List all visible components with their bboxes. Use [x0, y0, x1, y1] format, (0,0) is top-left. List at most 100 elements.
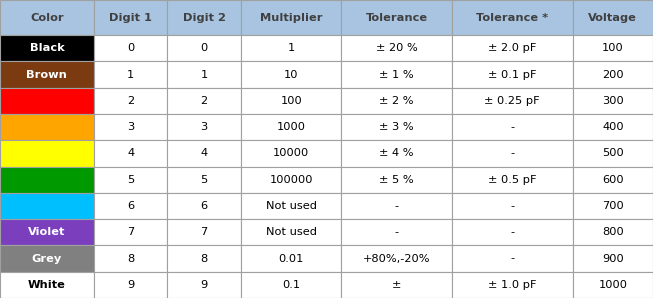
Bar — [167, 88, 241, 114]
Text: 6: 6 — [200, 201, 208, 211]
Bar — [167, 193, 241, 219]
Text: 500: 500 — [602, 148, 624, 159]
Bar — [94, 0, 167, 35]
Text: Orange: Orange — [24, 122, 71, 132]
Bar — [167, 219, 241, 246]
Text: -: - — [510, 227, 515, 237]
Text: Color: Color — [30, 13, 64, 23]
Bar — [241, 167, 342, 193]
Bar — [0, 167, 94, 193]
Text: +80%,-20%: +80%,-20% — [363, 254, 430, 263]
Text: 1: 1 — [127, 70, 135, 80]
Text: 5: 5 — [127, 175, 135, 185]
Text: 800: 800 — [602, 227, 624, 237]
Bar — [241, 0, 342, 35]
Bar — [94, 88, 167, 114]
Bar — [342, 272, 452, 298]
Bar — [452, 219, 573, 246]
Bar — [241, 114, 342, 140]
Text: 4: 4 — [127, 148, 134, 159]
Text: Digit 2: Digit 2 — [183, 13, 225, 23]
Text: 0.01: 0.01 — [278, 254, 304, 263]
Bar — [167, 272, 241, 298]
Bar — [0, 272, 94, 298]
Text: Tolerance *: Tolerance * — [476, 13, 549, 23]
Bar — [573, 140, 653, 167]
Text: ± 0.25 pF: ± 0.25 pF — [485, 96, 540, 106]
Text: 7: 7 — [127, 227, 135, 237]
Text: ± 4 %: ± 4 % — [379, 148, 414, 159]
Text: ± 0.1 pF: ± 0.1 pF — [488, 70, 537, 80]
Text: 1: 1 — [200, 70, 208, 80]
Bar — [241, 272, 342, 298]
Bar — [0, 88, 94, 114]
Text: 2: 2 — [200, 96, 208, 106]
Bar — [342, 193, 452, 219]
Text: ± 2.0 pF: ± 2.0 pF — [488, 43, 536, 53]
Text: -: - — [510, 201, 515, 211]
Text: ± 3 %: ± 3 % — [379, 122, 414, 132]
Bar — [452, 88, 573, 114]
Text: Not used: Not used — [266, 201, 317, 211]
Bar — [94, 193, 167, 219]
Text: 200: 200 — [602, 70, 624, 80]
Bar — [452, 246, 573, 272]
Text: ± 1.0 pF: ± 1.0 pF — [488, 280, 537, 290]
Text: ± 20 %: ± 20 % — [375, 43, 417, 53]
Bar — [342, 140, 452, 167]
Text: 100: 100 — [602, 43, 624, 53]
Bar — [0, 219, 94, 246]
Text: 2: 2 — [127, 96, 134, 106]
Bar — [573, 0, 653, 35]
Bar — [241, 219, 342, 246]
Bar — [342, 35, 452, 61]
Bar — [241, 88, 342, 114]
Bar — [94, 167, 167, 193]
Bar — [573, 193, 653, 219]
Text: -: - — [510, 254, 515, 263]
Bar — [94, 219, 167, 246]
Text: Digit 1: Digit 1 — [109, 13, 152, 23]
Bar — [0, 0, 94, 35]
Bar — [452, 193, 573, 219]
Bar — [573, 88, 653, 114]
Bar — [342, 219, 452, 246]
Text: 0: 0 — [127, 43, 135, 53]
Bar — [452, 0, 573, 35]
Text: Tolerance: Tolerance — [366, 13, 428, 23]
Text: White: White — [28, 280, 66, 290]
Bar — [94, 140, 167, 167]
Text: 600: 600 — [602, 175, 624, 185]
Bar — [94, 35, 167, 61]
Text: ± 0.5 pF: ± 0.5 pF — [488, 175, 537, 185]
Text: ± 2 %: ± 2 % — [379, 96, 414, 106]
Text: 100000: 100000 — [270, 175, 313, 185]
Text: 8: 8 — [200, 254, 208, 263]
Text: 400: 400 — [602, 122, 624, 132]
Bar — [573, 167, 653, 193]
Bar — [0, 193, 94, 219]
Text: Multiplier: Multiplier — [260, 13, 323, 23]
Bar — [573, 272, 653, 298]
Text: 0.1: 0.1 — [282, 280, 300, 290]
Text: 900: 900 — [602, 254, 624, 263]
Bar — [452, 272, 573, 298]
Bar — [94, 246, 167, 272]
Bar — [342, 246, 452, 272]
Text: 6: 6 — [127, 201, 134, 211]
Text: Blue: Blue — [33, 201, 61, 211]
Bar — [241, 193, 342, 219]
Text: Voltage: Voltage — [588, 13, 637, 23]
Bar — [452, 167, 573, 193]
Text: 300: 300 — [602, 96, 624, 106]
Bar — [573, 61, 653, 88]
Bar — [0, 35, 94, 61]
Bar — [0, 61, 94, 88]
Text: ± 1 %: ± 1 % — [379, 70, 414, 80]
Bar — [241, 140, 342, 167]
Text: Red: Red — [35, 96, 59, 106]
Text: -: - — [394, 227, 398, 237]
Text: 100: 100 — [280, 96, 302, 106]
Bar — [94, 61, 167, 88]
Bar — [573, 35, 653, 61]
